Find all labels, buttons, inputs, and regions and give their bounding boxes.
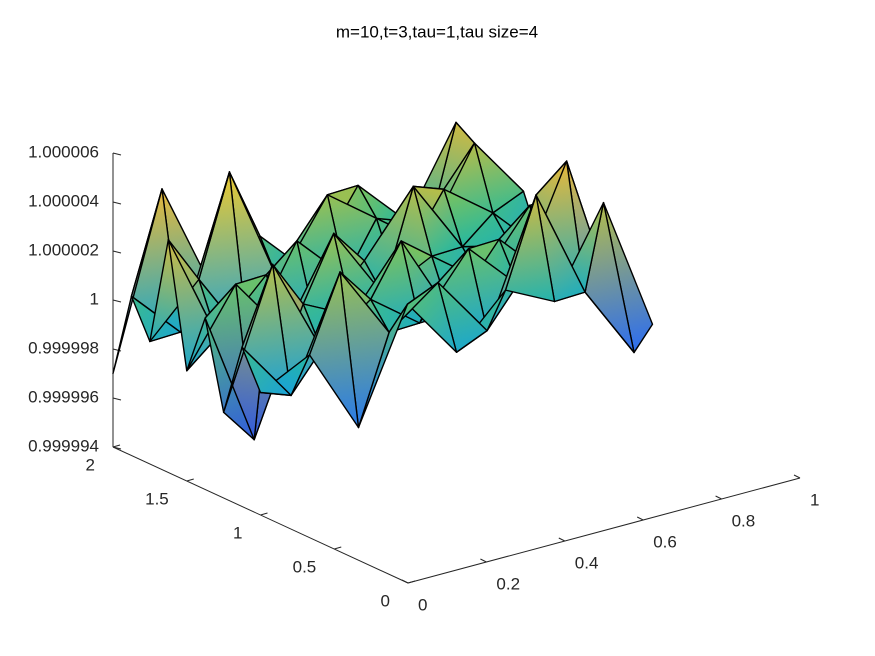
z-tick [112,250,122,254]
y-tick-label: 2 [86,455,95,474]
z-tick-label: 1.000002 [28,240,99,259]
y-tick [334,546,342,550]
z-tick [112,152,122,156]
x-axis [407,477,801,584]
surface-face [241,346,292,397]
x-tick [401,579,409,584]
surface-face [204,317,255,441]
surface-face [112,188,163,375]
z-tick-label: 1.000004 [28,191,99,210]
y-tick-label: 0 [381,591,390,610]
y-tick [407,580,416,584]
z-tick-label: 0.999994 [28,436,99,455]
surface-face [222,263,274,413]
z-tick-label: 1.000006 [28,142,99,161]
z-tick-label: 0.999996 [28,387,99,406]
x-tick-label: 0.4 [575,553,599,572]
y-tick-label: 0.5 [293,557,317,576]
z-tick-label: 1 [90,289,99,308]
y-tick [186,478,194,482]
x-tick [636,516,644,521]
x-tick [480,558,487,563]
y-tick-label: 1 [233,523,242,542]
y-tick [112,444,121,448]
z-tick-label: 0.999998 [28,338,99,357]
z-tick [112,397,122,401]
x-tick-label: 0.6 [653,532,677,551]
z-tick [112,201,122,205]
z-tick [112,299,122,303]
x-tick-label: 0.2 [496,574,520,593]
x-tick [715,495,722,500]
x-tick [793,474,801,479]
surface-face [149,239,200,343]
y-tick [260,512,268,516]
surface-face [186,283,237,372]
x-tick [558,537,566,542]
surface [112,121,654,441]
x-tick-label: 1 [810,490,819,509]
y-tick-label: 1.5 [145,489,169,508]
chart-title: m=10,t=3,tau=1,tau size=4 [336,22,538,41]
x-tick-label: 0.8 [732,511,756,530]
z-tick [112,446,122,450]
x-tick-label: 0 [418,595,427,614]
axes: 0 0.2 0.4 0.6 0.8 1 0 0.5 1 1.5 20.999994 0.999996 0… [28,142,819,614]
